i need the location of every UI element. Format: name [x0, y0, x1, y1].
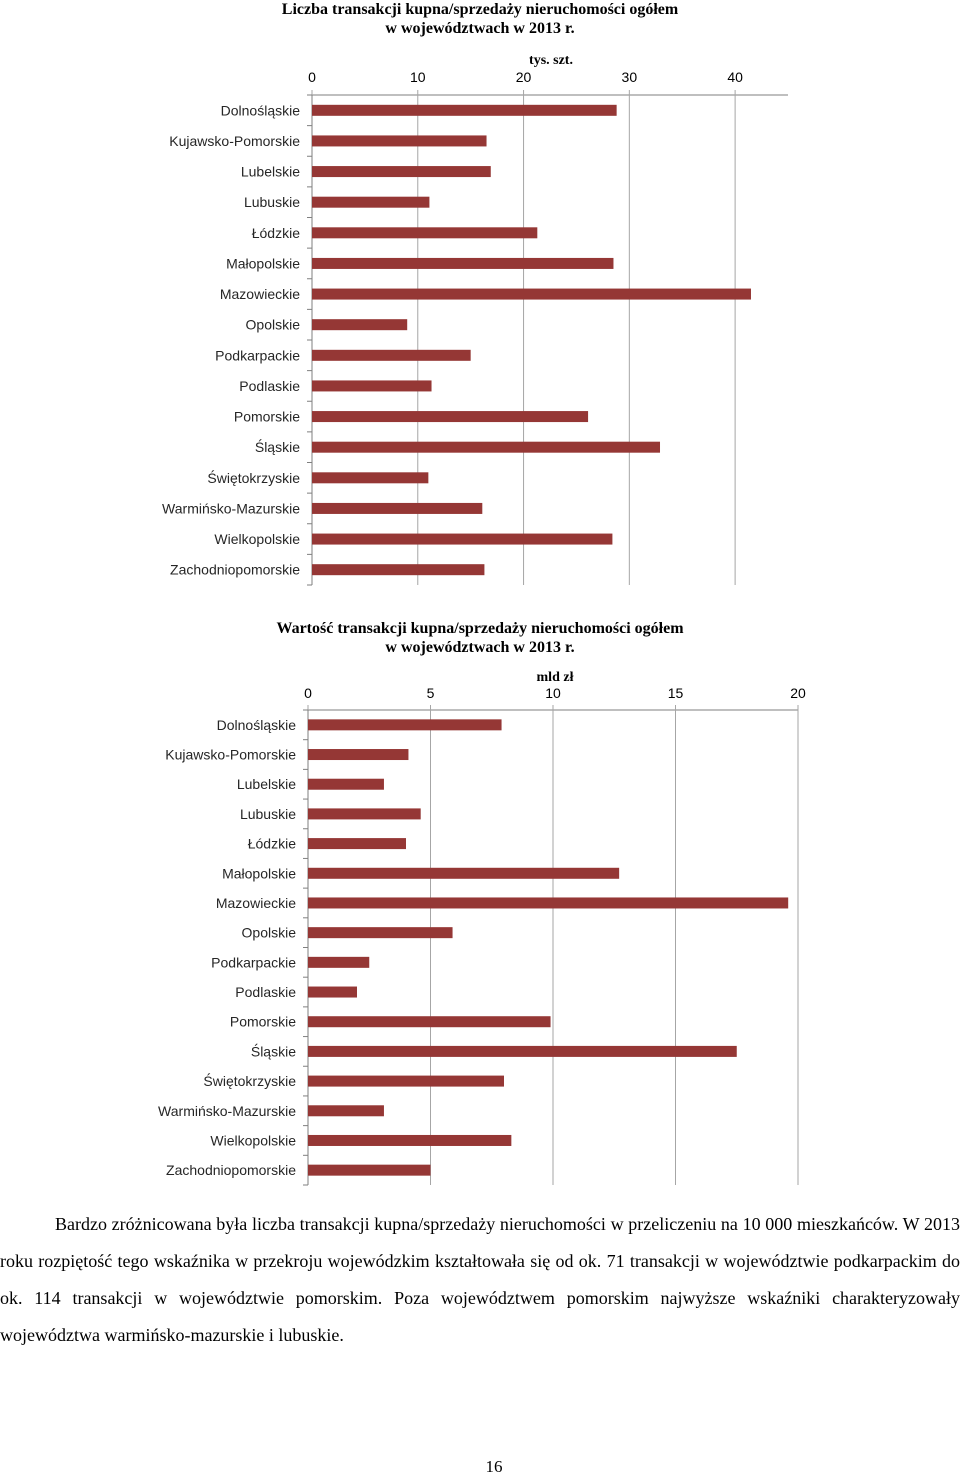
chart2-bar	[308, 1045, 737, 1057]
chart2-category-label: Śląskie	[251, 1042, 296, 1059]
chart1-category-label: Małopolskie	[226, 255, 300, 271]
chart1-bar	[312, 288, 751, 300]
chart2-bar	[308, 927, 453, 939]
chart2-tick-label: 5	[427, 685, 435, 701]
chart2-bar	[308, 838, 406, 850]
chart1-tick-label: 20	[516, 69, 532, 85]
chart2-category-label: Lubelskie	[237, 776, 296, 792]
body-paragraph: Bardzo zróżnicowana była liczba transakc…	[0, 1206, 960, 1354]
chart1-category-label: Mazowieckie	[220, 286, 300, 302]
chart1-tick-label: 30	[622, 69, 638, 85]
chart1-category-label: Kujawsko-Pomorskie	[169, 133, 300, 149]
chart1-bar	[312, 227, 538, 239]
chart2-category-label: Zachodniopomorskie	[166, 1162, 296, 1178]
chart1-bar	[312, 502, 483, 514]
chart2-category-label: Małopolskie	[222, 865, 296, 881]
chart2-tick-label: 10	[545, 685, 561, 701]
chart2-bar	[308, 956, 370, 968]
chart1-category-label: Podlaskie	[239, 378, 300, 394]
chart2-category-label: Lubuskie	[240, 806, 296, 822]
chart2-category-label: Mazowieckie	[216, 895, 296, 911]
chart2-title: Wartość transakcji kupna/sprzedaży nieru…	[0, 619, 960, 657]
chart1-tick-label: 40	[727, 69, 743, 85]
chart1-title-line2: w województwach w 2013 r.	[385, 20, 575, 37]
chart1-bar	[312, 319, 408, 331]
chart2-bar	[308, 778, 384, 790]
chart1-unit-label: tys. szt.	[529, 53, 573, 68]
chart2-bar	[308, 986, 357, 998]
chart1-bar	[312, 411, 589, 423]
chart2-title-line2: w województwach w 2013 r.	[385, 639, 575, 656]
chart2-category-label: Warmińsko-Mazurskie	[158, 1103, 296, 1119]
chart2-tick-label: 0	[304, 685, 312, 701]
chart2-category-label: Kujawsko-Pomorskie	[165, 747, 296, 763]
chart1-category-label: Łódzkie	[252, 225, 300, 241]
page-number: 16	[485, 1457, 503, 1476]
chart1-category-label: Opolskie	[246, 317, 301, 333]
chart1-category-label: Świętokrzyskie	[207, 469, 300, 486]
chart1-bar	[312, 166, 491, 178]
chart1-bar	[312, 441, 661, 453]
chart2-unit-label: mld zł	[537, 670, 574, 685]
chart1-tick-label: 10	[410, 69, 426, 85]
chart2-bar	[308, 808, 421, 820]
chart1-title-line1: Liczba transakcji kupna/sprzedaży nieruc…	[281, 1, 679, 18]
chart2-category-label: Opolskie	[242, 925, 297, 941]
chart2-bar	[308, 1134, 512, 1146]
chart2-title-line1: Wartość transakcji kupna/sprzedaży nieru…	[276, 620, 684, 637]
chart2-category-label: Podkarpackie	[211, 954, 296, 970]
chart1-category-label: Śląskie	[255, 438, 300, 455]
chart1-svg: tys. szt. 0 10 20 30 40 Dolnośląskie Kujawsko-P…	[162, 53, 788, 586]
chart1-category-label: Warmińsko-Mazurskie	[162, 500, 300, 516]
chart2-category-label: Wielkopolskie	[210, 1132, 296, 1148]
paragraph-text: Bardzo zróżnicowana była liczba transakc…	[0, 1214, 960, 1345]
chart1-title: Liczba transakcji kupna/sprzedaży nieruc…	[0, 0, 960, 38]
chart1-tick-label: 0	[308, 69, 316, 85]
chart2-bar	[308, 897, 789, 909]
chart2-category-label: Świętokrzyskie	[203, 1072, 296, 1089]
chart2-svg: mld zł 0 5 10 15 20 Dolnośląskie Kujawsko-Pomor…	[158, 670, 806, 1186]
chart2-category-label: Podlaskie	[235, 984, 296, 1000]
chart2-bar	[308, 719, 502, 731]
chart1-bar	[312, 380, 432, 392]
chart1-category-label: Lubuskie	[244, 194, 300, 210]
chart1-bar	[312, 533, 613, 545]
chart2-category-label: Dolnośląskie	[217, 717, 297, 733]
chart2-tick-label: 15	[668, 685, 684, 701]
chart2-bar	[308, 1105, 384, 1117]
chart1-bar	[312, 135, 487, 147]
chart1-bar	[312, 564, 485, 576]
chart2-bar	[308, 1016, 551, 1028]
chart1-category-label: Pomorskie	[234, 409, 300, 425]
chart2-category-label: Pomorskie	[230, 1014, 296, 1030]
chart1-bar	[312, 104, 617, 116]
chart2-bar	[308, 1164, 431, 1176]
chart1-bar	[312, 472, 429, 484]
chart2-bar	[308, 749, 409, 761]
chart1-category-label: Wielkopolskie	[214, 531, 300, 547]
chart2-category-label: Łódzkie	[248, 836, 296, 852]
chart2-bar	[308, 867, 620, 879]
chart1-bar	[312, 349, 471, 361]
chart1-category-label: Dolnośląskie	[221, 102, 301, 118]
chart1-category-label: Podkarpackie	[215, 347, 300, 363]
chart2-bar	[308, 1075, 504, 1087]
chart1-bar	[312, 257, 614, 269]
chart1-category-label: Lubelskie	[241, 164, 300, 180]
chart1-category-label: Zachodniopomorskie	[170, 562, 300, 578]
chart1-bar	[312, 196, 430, 208]
chart2-tick-label: 20	[790, 685, 806, 701]
